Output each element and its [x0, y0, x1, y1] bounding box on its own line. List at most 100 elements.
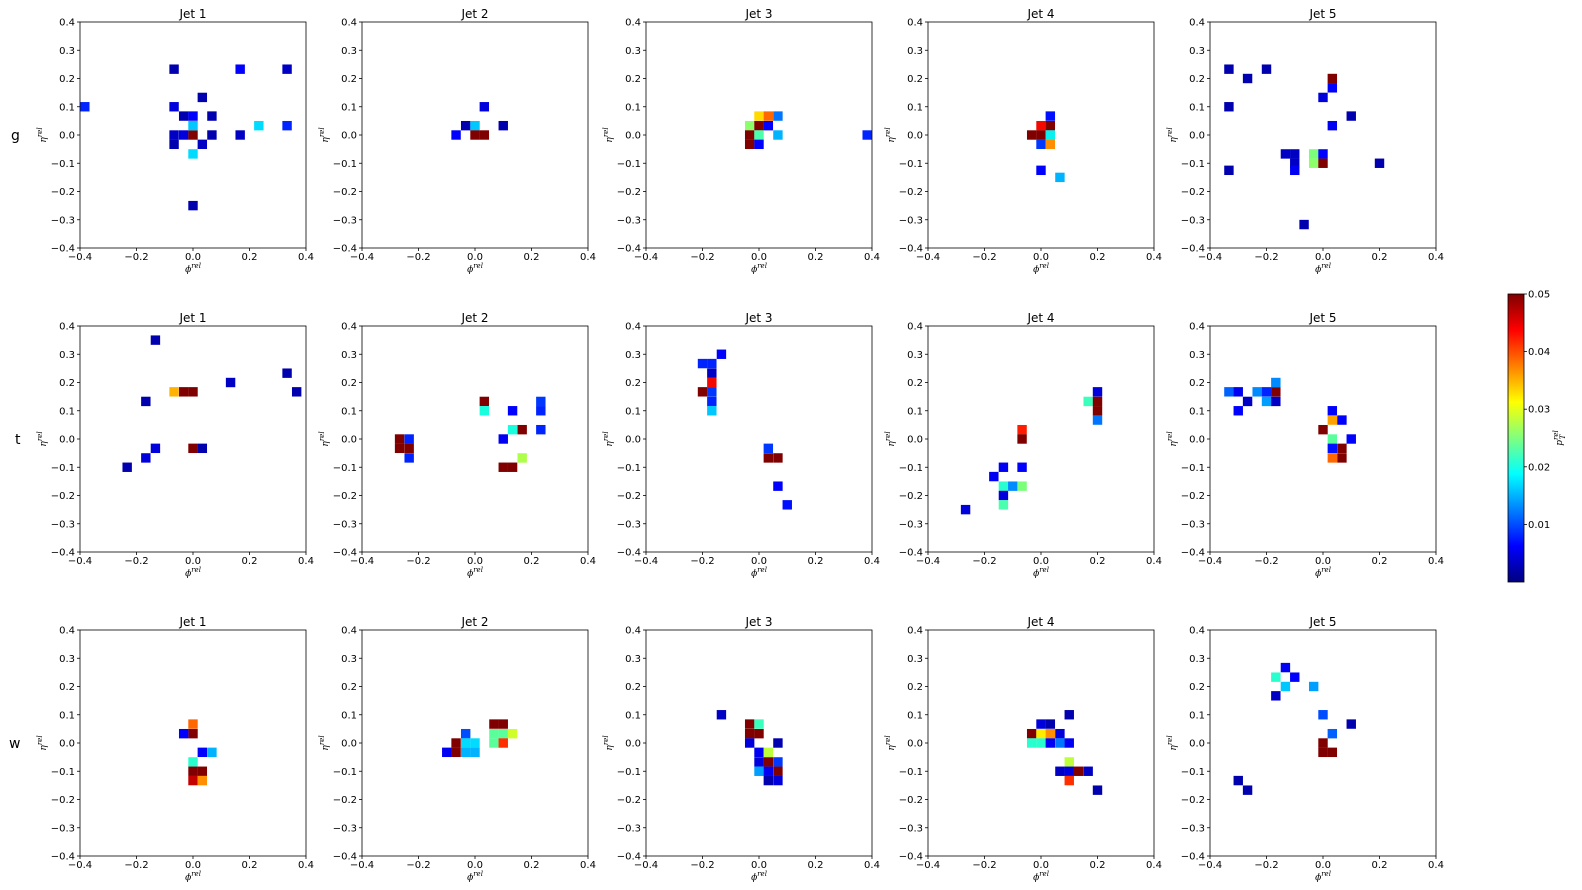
y-tick-label: −0.1	[1181, 159, 1205, 170]
heatmap-cell	[998, 481, 1009, 491]
y-tick-label: −0.3	[333, 823, 357, 834]
y-tick-label: −0.4	[899, 548, 923, 559]
y-tick-label: 0.4	[625, 626, 641, 637]
heatmap-cell	[235, 64, 245, 74]
heatmap-cell	[282, 368, 292, 378]
heatmap-cell	[1064, 775, 1074, 786]
colorbar-tick-label: 0.03	[1528, 405, 1550, 416]
y-tick-label: 0.1	[625, 406, 641, 417]
y-tick-label: 0.0	[341, 131, 357, 142]
x-tick-label: 0.2	[242, 252, 258, 263]
y-tick-label: 0.2	[59, 74, 75, 85]
heatmap-cell	[773, 453, 783, 463]
heatmap-cell	[1327, 415, 1338, 425]
y-tick-label: 0.4	[341, 322, 357, 333]
y-tick-label: 0.2	[907, 378, 923, 389]
heatmap-cell	[460, 738, 471, 748]
y-tick-label: 0.3	[907, 350, 923, 361]
y-tick-label: 0.3	[59, 654, 75, 665]
y-tick-label: 0.1	[907, 102, 923, 113]
x-tick-label: 0.2	[1090, 556, 1106, 567]
y-tick-label: −0.3	[333, 215, 357, 226]
y-tick-label: −0.4	[51, 548, 75, 559]
heatmap-cell	[197, 747, 208, 758]
heatmap-cell	[141, 396, 151, 407]
y-tick-label: −0.3	[617, 823, 641, 834]
x-tick-label: −0.4	[634, 252, 658, 263]
heatmap-cell	[536, 396, 546, 407]
x-tick-label: 0.0	[1315, 556, 1331, 567]
heatmap-cell	[1036, 738, 1046, 748]
heatmap-cell	[470, 130, 480, 140]
heatmap-cell	[763, 757, 774, 767]
x-tick-label: 0.4	[1146, 860, 1162, 871]
y-tick-label: 0.4	[907, 626, 923, 637]
x-tick-label: −0.4	[916, 860, 940, 871]
heatmap-cell	[989, 471, 999, 482]
x-tick-label: 0.2	[808, 556, 824, 567]
colorbar: 0.05 0.04 0.03 0.02 0.01 prelT	[1507, 290, 1567, 583]
heatmap-cell	[716, 710, 727, 720]
y-tick-label: −0.4	[899, 244, 923, 255]
row-label-w: w	[9, 736, 20, 752]
panel-g-jet-2: Jet 2 −0.4 −0.2 0.0 0.2 0.4 0.4 0.3 0.2 0.1 0.0 −0.…	[318, 7, 596, 275]
y-tick-label: 0.0	[907, 435, 923, 446]
colorbar-frame	[1507, 293, 1525, 583]
x-tick-label: 0.4	[1428, 252, 1444, 263]
y-tick-label: 0.3	[907, 654, 923, 665]
heatmap-cell	[773, 738, 783, 748]
y-axis-label: ηrel	[1166, 431, 1179, 446]
heatmap-cell	[1346, 434, 1356, 444]
heatmap-cell	[1337, 415, 1347, 425]
heatmap-cell	[507, 424, 518, 435]
y-tick-label: 0.2	[59, 378, 75, 389]
y-tick-label: 0.2	[1189, 378, 1205, 389]
heatmap-cell	[1045, 120, 1056, 131]
y-tick-label: −0.4	[333, 244, 357, 255]
y-tick-label: 0.0	[59, 739, 75, 750]
x-axis-label: ϕrel	[185, 262, 201, 275]
x-tick-label: 0.0	[185, 252, 201, 263]
heatmap-cell	[1318, 710, 1328, 720]
x-tick-label: 0.4	[580, 556, 596, 567]
panel-title: Jet 3	[744, 7, 772, 21]
heatmap-cell	[773, 481, 783, 491]
heatmap-cell	[754, 747, 764, 758]
x-tick-label: −0.2	[406, 252, 430, 263]
y-tick-label: −0.1	[333, 767, 357, 778]
y-tick-label: −0.2	[1181, 187, 1205, 198]
heatmap-cell	[1280, 681, 1291, 692]
x-tick-label: 0.4	[1428, 860, 1444, 871]
y-tick-label: 0.1	[907, 406, 923, 417]
heatmap-cell	[188, 443, 198, 454]
x-tick-label: −0.2	[1254, 556, 1278, 567]
colorbar-tick-label: 0.01	[1528, 520, 1550, 531]
heatmap-cell	[1327, 728, 1338, 739]
x-tick-label: 0.2	[524, 860, 540, 871]
x-tick-label: −0.4	[1198, 556, 1222, 567]
y-tick-label: −0.1	[51, 767, 75, 778]
x-tick-label: 0.0	[1033, 556, 1049, 567]
heatmap-cell	[1026, 738, 1037, 748]
x-tick-label: 0.4	[298, 556, 314, 567]
heatmap-cell	[1045, 130, 1056, 140]
heatmap-cell	[1318, 158, 1328, 168]
heatmap-cell	[707, 387, 717, 397]
x-tick-label: −0.4	[1198, 860, 1222, 871]
y-tick-label: −0.1	[333, 463, 357, 474]
heatmap-cell	[1271, 691, 1281, 701]
heatmap-cell	[404, 434, 414, 444]
panel-t-jet-5: Jet 5 −0.4 −0.2 0.0 0.2 0.4 0.4 0.3 0.2 0.1 0.0 −0.…	[1166, 311, 1444, 579]
x-tick-label: 0.4	[580, 252, 596, 263]
heatmap-cell	[1271, 672, 1281, 682]
y-axis-label: ηrel	[884, 735, 897, 750]
x-tick-label: 0.0	[1315, 860, 1331, 871]
heatmap-cell	[1036, 130, 1046, 140]
plot-area	[1210, 326, 1436, 552]
heatmap-cell	[489, 719, 499, 729]
heatmap-cell	[707, 377, 717, 388]
y-tick-label: 0.0	[625, 435, 641, 446]
row-labels: g t w	[9, 128, 21, 752]
y-tick-label: −0.1	[899, 159, 923, 170]
heatmap-cell	[1318, 747, 1328, 758]
